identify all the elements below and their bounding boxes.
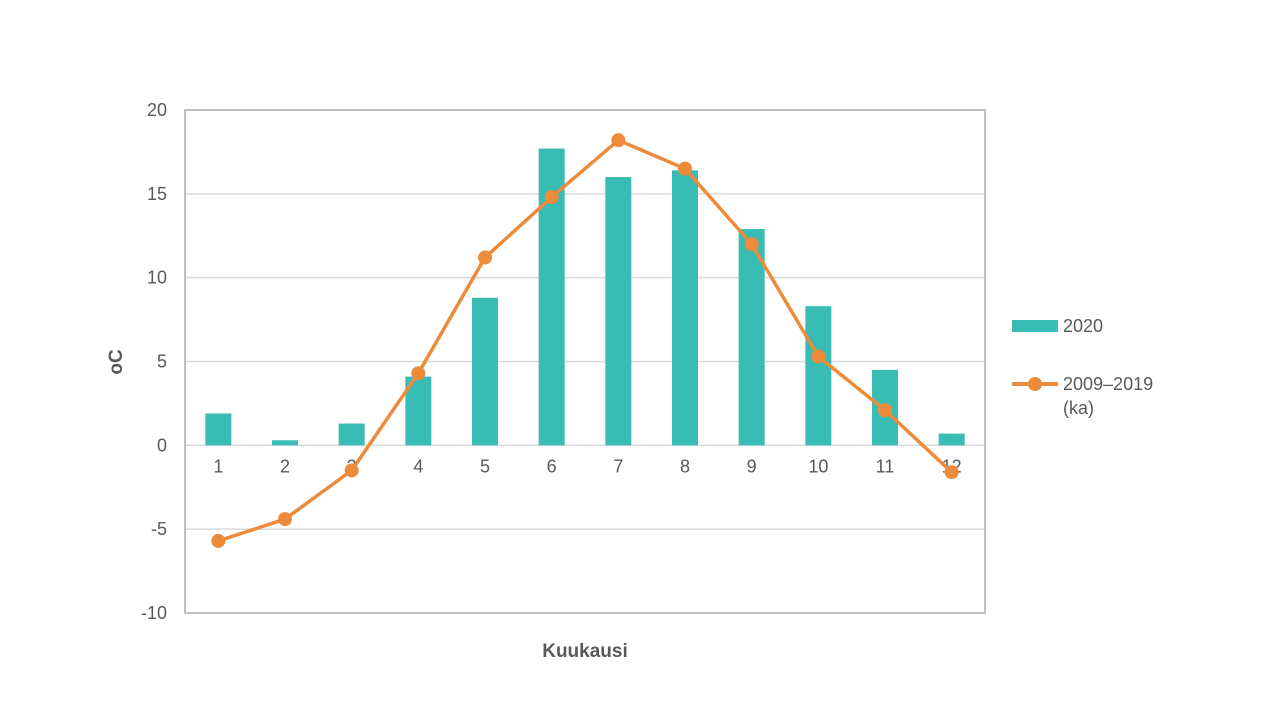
x-tick-label: 6	[547, 456, 557, 476]
line-marker-month-12	[944, 465, 959, 480]
plot-area-border	[184, 109, 986, 614]
line-marker-month-11	[878, 403, 892, 418]
x-tick-label: 5	[480, 456, 490, 476]
x-tick-label: 1	[213, 456, 223, 476]
line-marker-month-3	[344, 463, 359, 478]
line-marker-month-6	[544, 190, 559, 205]
y-axis-title: oC	[106, 349, 127, 375]
line-marker-month-9	[744, 237, 759, 252]
line-swatch-marker	[1028, 377, 1042, 391]
y-tick-label: 0	[157, 435, 167, 455]
line-marker-month-5	[478, 250, 492, 265]
line-series	[216, 138, 954, 543]
bar-month-12	[938, 433, 965, 446]
x-tick-label: 4	[413, 456, 423, 476]
legend-label: 2020	[1063, 316, 1104, 336]
y-tick-label: 5	[157, 352, 167, 372]
x-tick-label: 10	[808, 456, 828, 476]
x-tick-label: 8	[680, 456, 690, 476]
bar-month-8	[672, 170, 698, 446]
line-marker-month-7	[611, 133, 626, 148]
legend-item-2020: 2020	[1012, 314, 1153, 338]
line-series-swatch-icon	[1012, 372, 1058, 396]
line-marker-month-10	[811, 349, 826, 364]
y-tick-label: 20	[147, 100, 167, 120]
legend-label: 2009–2019 (ka)	[1063, 374, 1154, 418]
bar-month-9	[738, 229, 765, 446]
bar-month-2	[272, 440, 298, 446]
bar-month-3	[338, 423, 365, 446]
bar-series-swatch-icon	[1012, 320, 1058, 332]
bar-month-1	[205, 413, 232, 446]
line-marker-month-2	[278, 512, 292, 527]
bar-month-7	[605, 177, 632, 446]
y-tick-label: -10	[141, 603, 167, 623]
x-axis-title: Kuukausi	[542, 641, 628, 662]
y-tick-label: 15	[147, 184, 167, 204]
line-marker-month-4	[411, 366, 426, 381]
x-tick-label: 2	[280, 456, 290, 476]
y-tick-label: 10	[147, 268, 167, 288]
line-marker-month-8	[678, 161, 692, 176]
line-marker-month-1	[211, 533, 226, 548]
y-tick-label: -5	[151, 519, 167, 539]
x-tick-label: 11	[876, 456, 895, 476]
bar-month-10	[805, 306, 832, 446]
x-tick-label: 7	[613, 456, 623, 476]
x-tick-label: 9	[747, 456, 757, 476]
legend: 2020 2009–2019 (ka)	[1012, 314, 1153, 420]
bar-month-5	[472, 297, 498, 446]
legend-item-2009-2019: 2009–2019 (ka)	[1012, 372, 1153, 420]
